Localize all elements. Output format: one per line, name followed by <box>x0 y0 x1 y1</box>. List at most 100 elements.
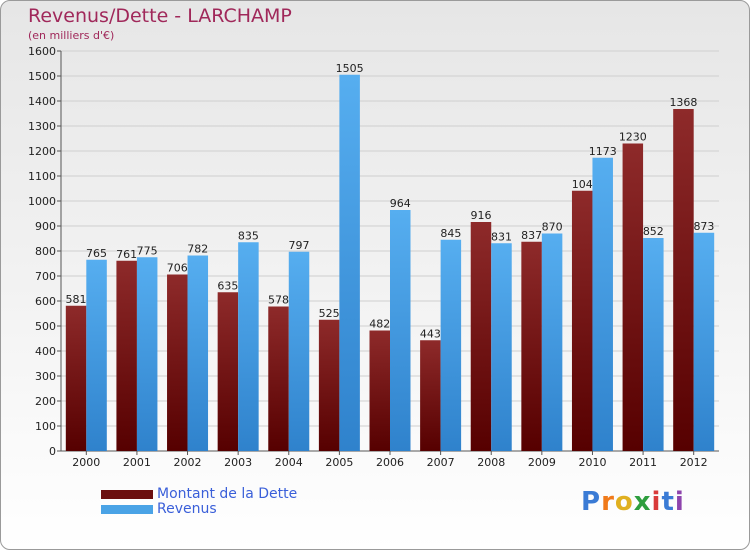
y-tick-label: 800 <box>35 245 56 258</box>
logo-letter: o <box>614 487 634 517</box>
bar-revenue <box>390 210 411 451</box>
data-label-revenue: 775 <box>137 244 158 257</box>
bar-debt <box>622 143 644 451</box>
data-label-revenue: 1173 <box>589 145 617 158</box>
y-tick-label: 1200 <box>28 145 56 158</box>
bar-revenue <box>541 233 563 451</box>
y-tick-label: 1100 <box>28 170 56 183</box>
bar-debt <box>521 241 542 451</box>
bar-debt <box>65 305 87 451</box>
bar-debt <box>318 319 340 451</box>
y-tick-label: 1600 <box>28 45 56 58</box>
y-tick-label: 300 <box>35 370 56 383</box>
bar-revenue <box>86 259 107 451</box>
logo-letter: x <box>633 487 652 517</box>
bar-debt <box>167 274 188 451</box>
logo-letter: i <box>651 487 662 517</box>
data-label-revenue: 873 <box>693 220 714 233</box>
data-label-debt: 1230 <box>619 131 647 144</box>
data-label-debt: 581 <box>66 293 87 306</box>
legend-item-debt: Montant de la Dette <box>101 487 297 502</box>
x-tick-label: 2004 <box>275 456 303 469</box>
chart-subtitle: (en milliers d'€) <box>28 29 115 42</box>
y-tick-label: 0 <box>49 445 56 458</box>
bar-debt <box>673 109 694 451</box>
bar-revenue <box>288 251 310 451</box>
data-label-revenue: 870 <box>542 221 563 234</box>
y-tick-label: 600 <box>35 295 56 308</box>
legend-item-revenue: Revenus <box>101 502 297 517</box>
y-tick-label: 200 <box>35 395 56 408</box>
data-label-revenue: 835 <box>238 229 259 242</box>
logo-letter: r <box>601 487 615 517</box>
y-tick-label: 700 <box>35 270 56 283</box>
bar-revenue <box>643 238 664 451</box>
bar-revenue <box>440 239 462 451</box>
bar-debt <box>571 190 593 451</box>
y-tick-label: 100 <box>35 420 56 433</box>
bar-debt <box>420 340 441 451</box>
data-label-debt: 635 <box>217 279 238 292</box>
x-tick-label: 2012 <box>680 456 708 469</box>
y-tick-label: 1500 <box>28 70 56 83</box>
logo-letter: P <box>581 487 602 517</box>
bar-debt <box>217 292 239 451</box>
legend-label-revenue: Revenus <box>157 501 217 517</box>
x-tick-label: 2007 <box>427 456 455 469</box>
data-label-revenue: 845 <box>440 227 461 240</box>
bar-debt <box>116 260 137 451</box>
x-tick-label: 2008 <box>477 456 505 469</box>
data-label-revenue: 1505 <box>336 62 364 75</box>
data-label-debt: 104 <box>572 178 593 191</box>
data-label-debt: 443 <box>420 327 441 340</box>
x-tick-label: 2005 <box>325 456 353 469</box>
data-label-debt: 1368 <box>669 96 697 109</box>
data-label-revenue: 831 <box>491 230 512 243</box>
y-tick-label: 1400 <box>28 95 56 108</box>
logo-letter: t <box>661 487 675 517</box>
bar-debt <box>268 306 289 451</box>
data-label-revenue: 852 <box>643 225 664 238</box>
bar-debt <box>369 330 390 451</box>
x-tick-label: 2009 <box>528 456 556 469</box>
data-label-revenue: 964 <box>390 197 411 210</box>
y-tick-label: 900 <box>35 220 56 233</box>
proxiti-logo: Proxiti <box>581 487 685 517</box>
data-label-debt: 525 <box>319 307 340 320</box>
bar-revenue <box>339 74 360 451</box>
data-label-revenue: 797 <box>289 239 310 252</box>
x-tick-label: 2001 <box>123 456 151 469</box>
bar-revenue <box>187 255 209 451</box>
legend-swatch-debt <box>101 490 153 499</box>
y-tick-label: 1300 <box>28 120 56 133</box>
legend-label-debt: Montant de la Dette <box>157 486 298 502</box>
x-tick-label: 2006 <box>376 456 404 469</box>
bar-debt <box>470 222 492 451</box>
data-label-debt: 578 <box>268 294 289 307</box>
data-label-debt: 916 <box>470 209 491 222</box>
bar-revenue <box>238 242 259 451</box>
x-tick-label: 2010 <box>578 456 606 469</box>
bar-revenue <box>693 232 715 451</box>
bar-revenue <box>136 257 158 451</box>
y-tick-label: 400 <box>35 345 56 358</box>
legend-swatch-revenue <box>101 505 153 514</box>
data-label-debt: 706 <box>167 262 188 275</box>
x-tick-label: 2002 <box>174 456 202 469</box>
x-tick-label: 2003 <box>224 456 252 469</box>
bar-revenue <box>491 243 512 451</box>
data-label-revenue: 765 <box>86 247 107 260</box>
chart-title: Revenus/Dette - LARCHAMP <box>28 5 292 27</box>
data-label-debt: 761 <box>116 248 137 261</box>
data-label-debt: 482 <box>369 318 390 331</box>
x-tick-label: 2000 <box>72 456 100 469</box>
data-label-revenue: 782 <box>187 243 208 256</box>
chart-legend: Montant de la Dette Revenus <box>101 487 297 517</box>
bar-revenue <box>592 157 613 451</box>
logo-letter: i <box>674 487 685 517</box>
x-tick-label: 2011 <box>629 456 657 469</box>
y-tick-label: 500 <box>35 320 56 333</box>
data-label-debt: 837 <box>521 229 542 242</box>
